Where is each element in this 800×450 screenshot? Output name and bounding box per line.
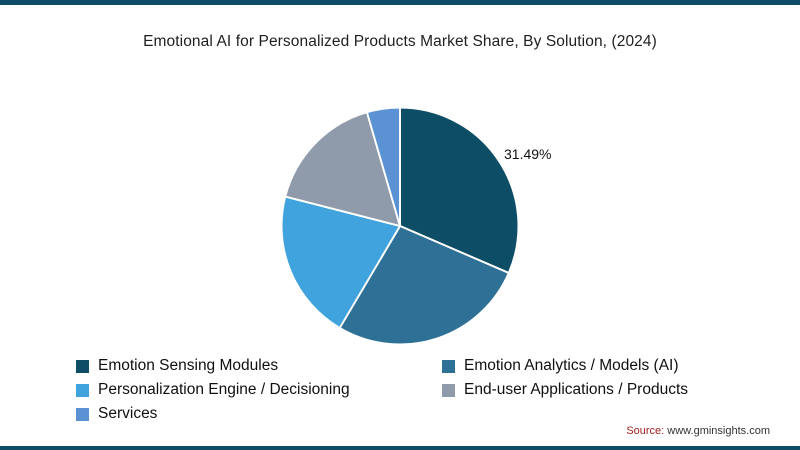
legend-swatch-icon (76, 359, 89, 373)
chart-title: Emotional AI for Personalized Products M… (143, 33, 657, 50)
source-attribution: Source: www.gminsights.com (626, 425, 770, 437)
pie-slice-1 (338, 225, 510, 346)
chart-legend: Emotion Sensing Modules Emotion Analytic… (76, 357, 688, 423)
legend-swatch-icon (76, 383, 89, 397)
legend-label: Emotion Analytics / Models (AI) (464, 357, 679, 374)
legend-item-emotion-sensing-modules: Emotion Sensing Modules (76, 357, 442, 375)
bottom-accent-bar (0, 446, 800, 450)
legend-item-emotion-analytics-models: Emotion Analytics / Models (AI) (442, 357, 688, 375)
pie-chart-svg (280, 106, 520, 346)
legend-item-personalization-engine: Personalization Engine / Decisioning (76, 381, 442, 399)
legend-label: Personalization Engine / Decisioning (98, 381, 350, 398)
legend-item-end-user-applications: End-user Applications / Products (442, 381, 688, 399)
pie-slice-0 (399, 106, 520, 274)
legend-label: Emotion Sensing Modules (98, 357, 279, 374)
legend-label: End-user Applications / Products (464, 381, 689, 398)
pie-slice-4 (366, 106, 401, 227)
source-url: www.gminsights.com (664, 425, 770, 437)
data-label-emotion-sensing-modules: 31.49% (504, 146, 552, 162)
legend-swatch-icon (442, 383, 455, 397)
legend-label: Services (98, 405, 158, 422)
pie-slice-3 (284, 111, 401, 227)
legend-swatch-icon (76, 407, 89, 421)
legend-swatch-icon (442, 359, 455, 373)
legend-item-services: Services (76, 405, 442, 423)
top-accent-bar (0, 0, 800, 5)
pie-chart (278, 104, 522, 348)
source-prefix: Source: (626, 425, 665, 437)
pie-slice-2 (280, 195, 401, 329)
